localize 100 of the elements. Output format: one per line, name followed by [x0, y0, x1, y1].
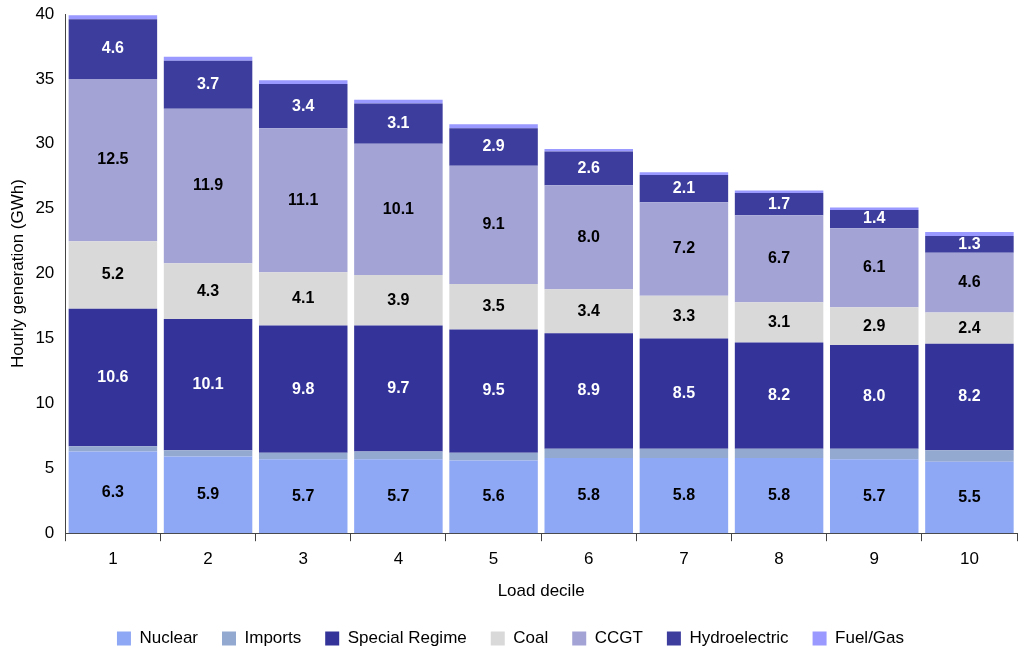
bar	[258, 272, 348, 326]
legend-label: Nuclear	[139, 628, 199, 648]
bar	[639, 457, 729, 534]
bar	[544, 333, 633, 449]
bar	[258, 128, 348, 273]
data-label: 1.7	[767, 194, 791, 212]
data-label: 8.0	[577, 227, 600, 245]
data-label: 3.1	[767, 312, 791, 330]
y-tick-label: 10	[35, 393, 55, 413]
y-tick-label: 25	[35, 198, 55, 218]
data-label: 5.5	[958, 487, 981, 505]
data-label: 5.8	[767, 485, 791, 503]
x-tick-label: 1	[108, 549, 118, 569]
bar	[544, 148, 633, 152]
bar	[639, 295, 729, 339]
data-label: 6.3	[101, 482, 125, 500]
bar	[925, 343, 1014, 451]
bar	[163, 319, 253, 451]
bar	[925, 252, 1014, 313]
data-label: 8.9	[577, 381, 600, 399]
data-label: 5.8	[672, 485, 696, 503]
bar	[639, 202, 729, 296]
data-label: 4.3	[196, 281, 220, 299]
data-label: 10.1	[382, 199, 415, 217]
data-label: 5.9	[196, 485, 220, 503]
bar	[68, 451, 158, 534]
bar	[163, 450, 253, 457]
bar	[544, 185, 633, 290]
bar	[68, 446, 158, 452]
bar	[639, 338, 729, 449]
data-label: 6.7	[767, 249, 791, 267]
data-label: 5.2	[101, 265, 125, 283]
data-label: 4.1	[292, 289, 315, 307]
bar	[163, 56, 253, 61]
bar	[829, 307, 919, 345]
bar	[925, 461, 1014, 534]
data-label: 10.6	[97, 367, 129, 385]
bar	[734, 457, 824, 534]
y-tick-label: 5	[44, 457, 55, 477]
data-label: 5.7	[863, 486, 886, 504]
data-label: 8.5	[672, 384, 696, 402]
bar	[258, 325, 348, 453]
bar	[544, 457, 633, 534]
bar	[449, 460, 538, 534]
legend-label: CCGT	[594, 628, 643, 648]
bar	[449, 124, 538, 129]
data-label: 2.9	[863, 316, 886, 334]
data-label: 11.9	[192, 176, 224, 194]
y-tick-label: 15	[35, 328, 55, 348]
data-label: 9.1	[482, 215, 505, 233]
bar	[68, 241, 158, 309]
bar	[544, 448, 633, 458]
bar	[354, 143, 443, 275]
x-tick-label: 7	[679, 549, 689, 569]
bar	[639, 174, 729, 203]
legend-label: Imports	[244, 628, 302, 648]
bar	[258, 459, 348, 534]
data-label: 9.5	[482, 381, 505, 399]
legend-label: Fuel/Gas	[835, 628, 905, 648]
bar	[68, 15, 158, 20]
bar	[449, 329, 538, 453]
x-axis-title: Load decile	[497, 581, 585, 601]
bar	[163, 456, 253, 534]
bar	[449, 128, 538, 166]
bar	[354, 451, 443, 460]
bar	[829, 459, 919, 534]
data-label: 5.7	[292, 486, 315, 504]
data-label: 5.6	[482, 487, 505, 505]
data-label: 10.1	[192, 374, 224, 392]
bar	[449, 452, 538, 461]
bar	[639, 172, 729, 175]
x-tick-label: 2	[203, 549, 213, 569]
bar	[68, 19, 158, 79]
bar	[68, 78, 158, 242]
x-tick-label: 4	[393, 549, 404, 569]
y-tick-label: 20	[35, 263, 55, 283]
legend-label: Special Regime	[347, 628, 467, 648]
data-label: 12.5	[97, 150, 129, 168]
data-label: 5.8	[577, 485, 600, 503]
data-label: 1.3	[958, 234, 981, 252]
bar	[734, 302, 824, 343]
bar	[734, 342, 824, 449]
x-tick-label: 5	[488, 549, 499, 569]
data-label: 4.6	[958, 273, 981, 291]
data-label: 11.1	[288, 190, 319, 208]
bar	[354, 99, 443, 104]
bar	[163, 108, 253, 264]
bar	[354, 325, 443, 452]
data-label: 3.5	[482, 297, 505, 315]
data-label: 9.8	[292, 379, 315, 397]
data-label: 5.7	[387, 486, 410, 504]
bar	[925, 232, 1014, 236]
data-label: 2.9	[482, 137, 505, 155]
data-label: 8.2	[767, 386, 791, 404]
x-tick-label: 6	[584, 549, 594, 569]
bar	[544, 289, 633, 334]
data-label: 6.1	[863, 258, 886, 276]
bar	[925, 235, 1014, 253]
y-tick-label: 40	[35, 3, 55, 23]
bar	[639, 448, 729, 458]
